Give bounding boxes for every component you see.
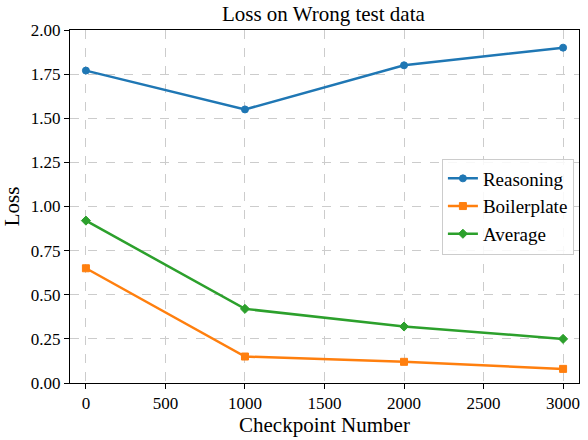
svg-text:1.75: 1.75 <box>31 65 61 84</box>
svg-text:Average: Average <box>483 224 546 245</box>
svg-text:2.00: 2.00 <box>31 21 61 40</box>
svg-text:0.50: 0.50 <box>31 286 61 305</box>
svg-text:1.50: 1.50 <box>31 109 61 128</box>
svg-text:Checkpoint Number: Checkpoint Number <box>239 413 410 437</box>
svg-text:0.75: 0.75 <box>31 242 61 261</box>
svg-text:0.00: 0.00 <box>31 374 61 393</box>
svg-text:2500: 2500 <box>467 394 501 413</box>
svg-text:1500: 1500 <box>308 394 342 413</box>
svg-text:1000: 1000 <box>228 394 262 413</box>
svg-text:Loss: Loss <box>0 187 24 227</box>
svg-text:2000: 2000 <box>387 394 421 413</box>
svg-text:0: 0 <box>82 394 91 413</box>
svg-text:1.00: 1.00 <box>31 197 61 216</box>
svg-text:1.25: 1.25 <box>31 153 61 172</box>
svg-text:Reasoning: Reasoning <box>483 169 564 190</box>
svg-text:500: 500 <box>153 394 179 413</box>
svg-text:Boilerplate: Boilerplate <box>483 196 567 217</box>
svg-text:3000: 3000 <box>546 394 580 413</box>
svg-text:Loss on Wrong test data: Loss on Wrong test data <box>222 2 426 26</box>
svg-text:0.25: 0.25 <box>31 330 61 349</box>
